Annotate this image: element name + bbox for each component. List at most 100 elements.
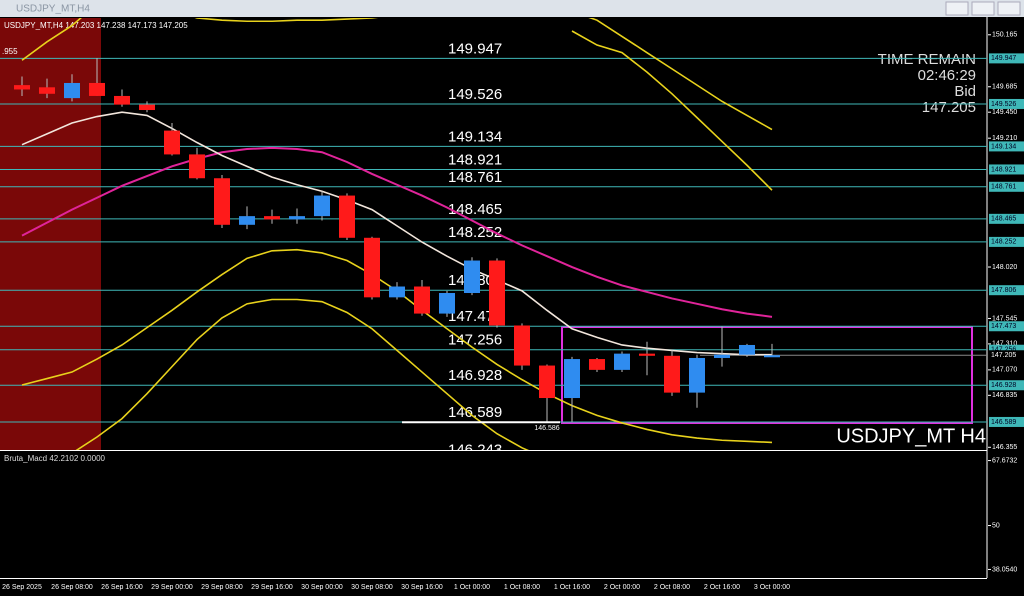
candle-body xyxy=(39,87,55,94)
level-tag-label: 149.134 xyxy=(991,143,1016,150)
candle-body xyxy=(139,104,155,111)
x-tick-label: 1 Oct 16:00 xyxy=(554,584,590,591)
x-tick-label: 29 Sep 16:00 xyxy=(251,584,293,591)
level-tag-label: 147.806 xyxy=(991,287,1016,294)
candle-body xyxy=(739,344,755,355)
x-tick-label: 29 Sep 00:00 xyxy=(151,584,193,591)
candle-body xyxy=(714,354,730,358)
corner-label: .955 xyxy=(2,47,18,56)
candle-body xyxy=(89,82,105,96)
x-tick-label: 26 Sep 16:00 xyxy=(101,584,143,591)
level-tag xyxy=(989,164,1024,175)
level-tag xyxy=(989,181,1024,192)
y-tick-label: 146.835 xyxy=(992,392,1017,399)
level-tag-label: 148.465 xyxy=(991,216,1016,223)
level-tag xyxy=(989,236,1024,247)
candle-body xyxy=(339,195,355,238)
y-tick-label: 149.450 xyxy=(992,109,1017,116)
candle-body xyxy=(664,355,680,393)
bid-tag xyxy=(989,350,1024,361)
minimize-button[interactable] xyxy=(945,1,969,16)
x-tick-label: 2 Oct 00:00 xyxy=(604,584,640,591)
level-tag-label: 149.526 xyxy=(991,101,1016,108)
level-tag-label: 146.589 xyxy=(991,419,1016,426)
level-tag-label: 148.252 xyxy=(991,239,1016,246)
x-tick-label: 3 Oct 00:00 xyxy=(754,584,790,591)
level-label: 147.256 xyxy=(448,332,502,349)
chart-background xyxy=(0,17,1024,596)
low-label: 146.586 xyxy=(534,425,559,432)
candle-body xyxy=(114,95,130,105)
indicator-tick-label: 67.6732 xyxy=(992,457,1017,464)
level-tag-label: 147.473 xyxy=(991,323,1016,330)
level-tag xyxy=(989,98,1024,109)
level-tag xyxy=(989,380,1024,391)
window-title: USDJPY_MT,H4 xyxy=(16,4,90,15)
close-button[interactable] xyxy=(997,1,1021,16)
indicator-tick-label: 50 xyxy=(992,522,1000,529)
candle-body xyxy=(439,293,455,314)
level-tag xyxy=(989,213,1024,224)
level-label: 148.465 xyxy=(448,201,502,218)
x-tick-label: 1 Oct 08:00 xyxy=(504,584,540,591)
level-label: 149.947 xyxy=(448,40,502,57)
watermark: USDJPY_MT H4 xyxy=(836,425,986,447)
level-tag-label: 147.256 xyxy=(991,347,1016,354)
candle-body xyxy=(489,260,505,326)
overlay-line xyxy=(571,30,773,191)
bid-value: 147.205 xyxy=(922,99,976,116)
candle-body xyxy=(164,130,180,155)
bid-label: Bid xyxy=(954,83,976,100)
x-tick-label: 30 Sep 08:00 xyxy=(351,584,393,591)
x-tick-label: 2 Oct 16:00 xyxy=(704,584,740,591)
candle-body xyxy=(464,260,480,294)
y-tick-label: 146.355 xyxy=(992,444,1017,451)
candle-body xyxy=(389,286,405,298)
candle-body xyxy=(214,178,230,225)
indicator-tick-label: 38.0540 xyxy=(992,566,1017,573)
level-label: 147.473 xyxy=(448,308,502,325)
candle-body xyxy=(689,357,705,393)
range-box xyxy=(561,326,973,424)
y-tick-label: 147.310 xyxy=(992,341,1017,348)
timer-value: 02:46:29 xyxy=(918,67,976,84)
y-tick-label: 150.165 xyxy=(992,32,1017,39)
overlay-line xyxy=(21,18,773,131)
level-label: 149.526 xyxy=(448,86,502,103)
level-label: 146.589 xyxy=(448,404,502,421)
level-tag xyxy=(989,141,1024,152)
timer-label: TIME REMAIN xyxy=(878,51,976,68)
indicator-label: Bruta_Macd 42.2102 0.0000 xyxy=(4,454,106,463)
candle-body xyxy=(64,82,80,99)
maximize-button[interactable] xyxy=(971,1,995,16)
x-tick-label: 26 Sep 2025 xyxy=(2,584,42,591)
level-tag xyxy=(989,285,1024,296)
x-tick-label: 30 Sep 00:00 xyxy=(301,584,343,591)
candle-body xyxy=(264,216,280,220)
candle-body xyxy=(314,195,330,217)
level-tag xyxy=(989,416,1024,427)
x-tick-label: 26 Sep 08:00 xyxy=(51,584,93,591)
x-tick-label: 30 Sep 16:00 xyxy=(401,584,443,591)
candle-body xyxy=(189,154,205,179)
candle-body xyxy=(364,237,380,298)
y-tick-label: 147.545 xyxy=(992,315,1017,322)
level-tag-label: 148.761 xyxy=(991,184,1016,191)
x-tick-label: 2 Oct 08:00 xyxy=(654,584,690,591)
level-label: 146.928 xyxy=(448,367,502,384)
y-tick-label: 147.070 xyxy=(992,367,1017,374)
candle-body xyxy=(639,353,655,356)
candle-body xyxy=(764,355,780,358)
candle-body xyxy=(564,359,580,399)
x-tick-label: 1 Oct 00:00 xyxy=(454,584,490,591)
y-tick-label: 149.210 xyxy=(992,135,1017,142)
bid-tag-label: 147.205 xyxy=(991,352,1016,359)
overlay-line xyxy=(21,146,773,318)
level-tag xyxy=(989,53,1024,64)
level-label: 149.134 xyxy=(448,128,502,145)
level-tag xyxy=(989,344,1024,355)
candle-body xyxy=(239,216,255,225)
